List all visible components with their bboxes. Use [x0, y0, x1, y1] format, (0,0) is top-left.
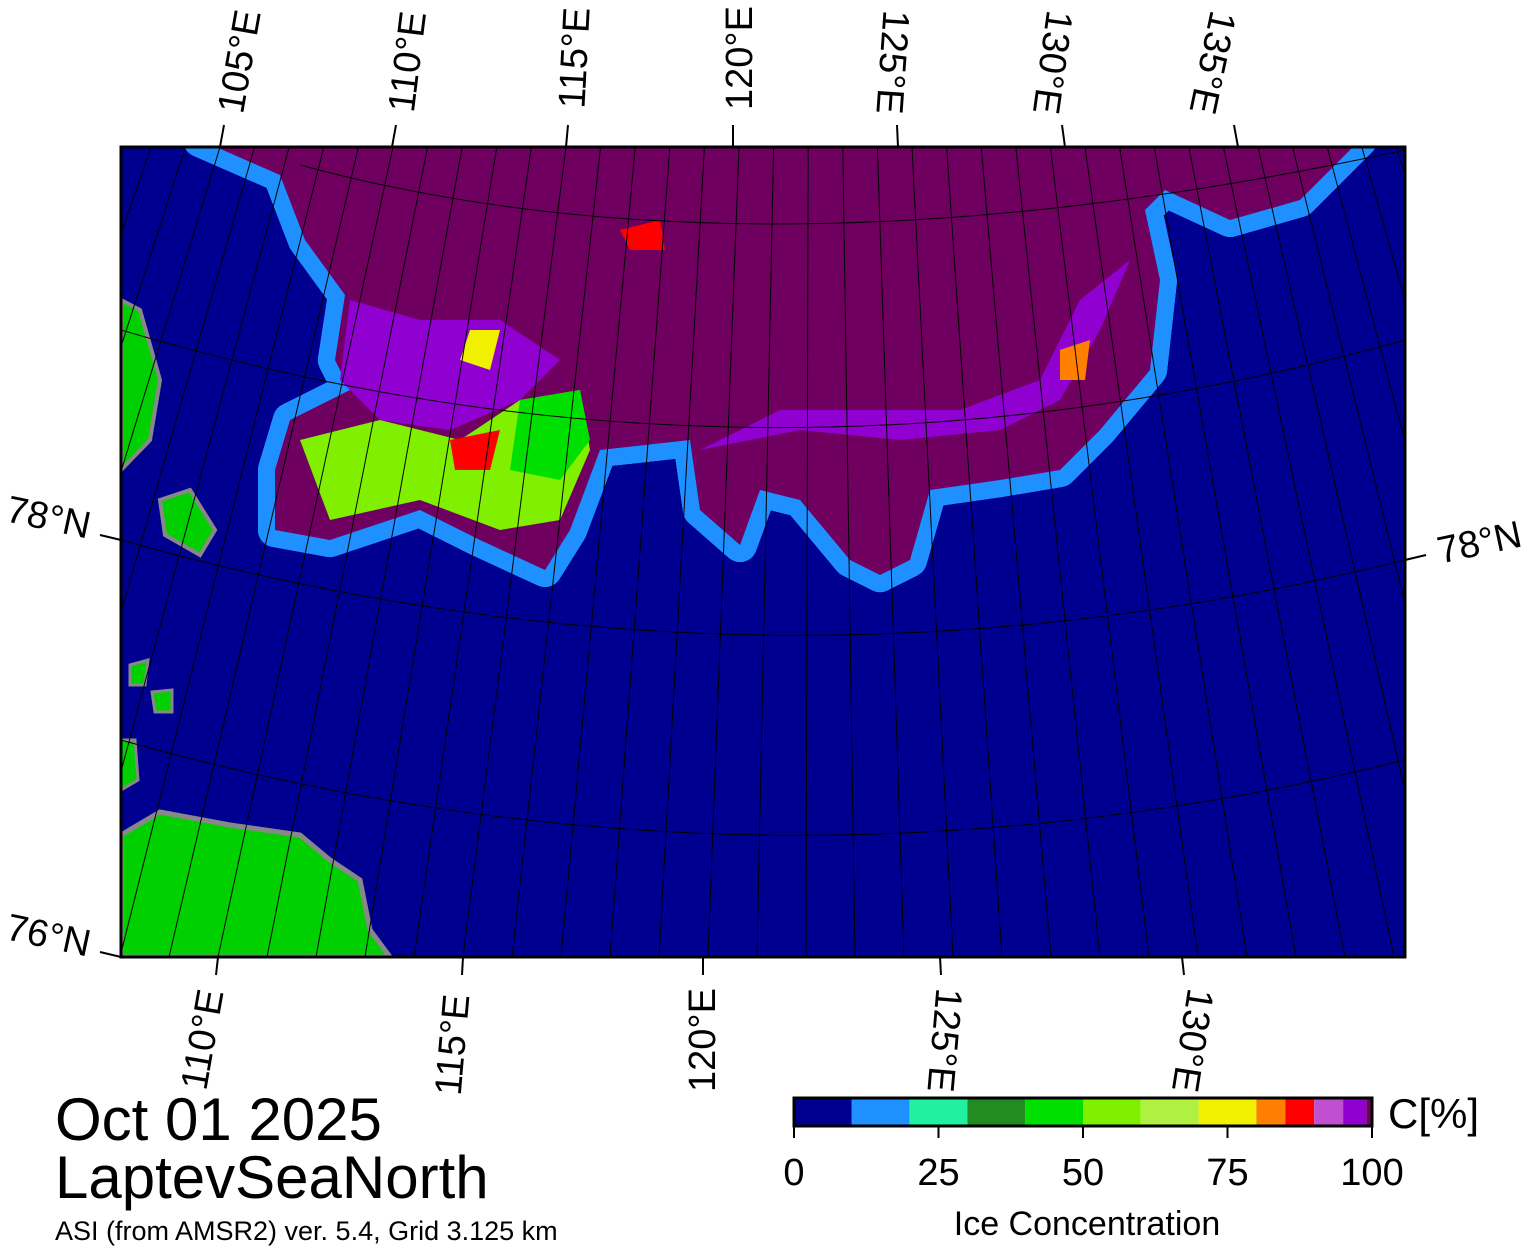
coordinate-label: 76°N	[3, 907, 95, 966]
meridian	[609, 147, 671, 957]
meridian	[1084, 147, 1199, 957]
colorbar-tick-label: 100	[1340, 1152, 1403, 1194]
meridian	[121, 147, 290, 774]
meridian	[266, 147, 429, 957]
coordinate-label: 78°N	[1434, 514, 1526, 573]
colorbar-segment	[1198, 1098, 1257, 1126]
meridian	[707, 147, 740, 957]
region: LaptevSeaNorth	[55, 1144, 489, 1211]
coordinate-label: 125°E	[919, 987, 970, 1094]
meridian	[168, 147, 359, 957]
meridian	[1119, 147, 1248, 957]
sea-ice	[200, 147, 1360, 592]
coordinate-label: 120°E	[719, 6, 761, 110]
coordinate-label: 115°E	[551, 6, 598, 109]
coordinate-label: 115°E	[428, 993, 479, 1097]
meridian	[1326, 147, 1405, 444]
meridian	[1015, 147, 1101, 957]
meridian	[121, 147, 221, 474]
meridian	[1361, 147, 1405, 303]
colorbar-segment	[1366, 1098, 1372, 1126]
colorbar-segment	[1025, 1098, 1083, 1126]
meridian	[1153, 147, 1297, 957]
meridian	[0, 147, 47, 957]
colorbar-tick-label: 75	[1206, 1152, 1248, 1194]
coordinate-label: 125°E	[867, 9, 916, 116]
meridian	[364, 147, 498, 957]
colorbar-segment	[794, 1098, 852, 1126]
meridian	[1188, 147, 1346, 957]
meridian	[511, 147, 602, 957]
coordinate-label: 110°E	[381, 9, 435, 114]
meridian	[413, 147, 532, 957]
colorbar-segment	[1256, 1098, 1286, 1126]
meridian	[0, 147, 116, 957]
meridian	[217, 147, 394, 957]
meridian	[121, 147, 325, 956]
graticule	[0, 147, 1405, 957]
colorbar-segment	[851, 1098, 910, 1126]
meridian	[121, 147, 186, 349]
meridian	[658, 147, 705, 957]
meridian	[1222, 147, 1395, 957]
meridian	[1257, 147, 1405, 793]
colorbar-tick-label: 50	[1062, 1152, 1104, 1194]
colorbar-segment	[967, 1098, 1026, 1126]
coordinate-label: 135°E	[1181, 7, 1244, 117]
meridian	[805, 147, 809, 957]
map-frame	[119, 145, 1407, 959]
meridian	[0, 147, 82, 957]
colorbar-segment	[1140, 1098, 1199, 1126]
colorbar-segment	[1083, 1098, 1141, 1126]
meridian	[1049, 147, 1150, 957]
coordinate-label: 120°E	[682, 988, 724, 1092]
map-area	[0, 147, 1405, 957]
colorbar-segment	[1343, 1098, 1367, 1126]
colorbar-segment	[1314, 1098, 1344, 1126]
meridian	[560, 147, 636, 957]
coordinate-label: 105°E	[210, 7, 269, 117]
colorbar-segment	[1285, 1098, 1315, 1126]
meridian	[842, 147, 856, 957]
meridian	[946, 147, 1003, 957]
meridian	[980, 147, 1052, 957]
colorbar-tick-label: 25	[917, 1152, 959, 1194]
date: Oct 01 2025	[55, 1086, 382, 1153]
source: ASI (from AMSR2) ver. 5.4, Grid 3.125 km	[55, 1216, 558, 1246]
colorbar-label: Ice Concentration	[954, 1205, 1221, 1243]
map-ticks	[99, 124, 1427, 976]
meridian	[1292, 147, 1405, 606]
meridian	[756, 147, 775, 957]
coordinate-label: 130°E	[1163, 986, 1221, 1095]
colorbar-segment	[909, 1098, 968, 1126]
colorbar: 0 25 50 75 100	[783, 1096, 1404, 1194]
colorbar-tick-label: 0	[783, 1152, 804, 1194]
meridian	[121, 147, 256, 615]
meridian	[911, 147, 954, 957]
coordinate-label: 78°N	[3, 489, 95, 548]
meridian	[876, 147, 905, 957]
meridian	[315, 147, 463, 957]
meridian	[462, 147, 567, 957]
coordinate-label: 110°E	[174, 986, 233, 1093]
coordinate-label: 130°E	[1024, 8, 1080, 117]
colorbar-unit: C[%]	[1388, 1090, 1479, 1137]
